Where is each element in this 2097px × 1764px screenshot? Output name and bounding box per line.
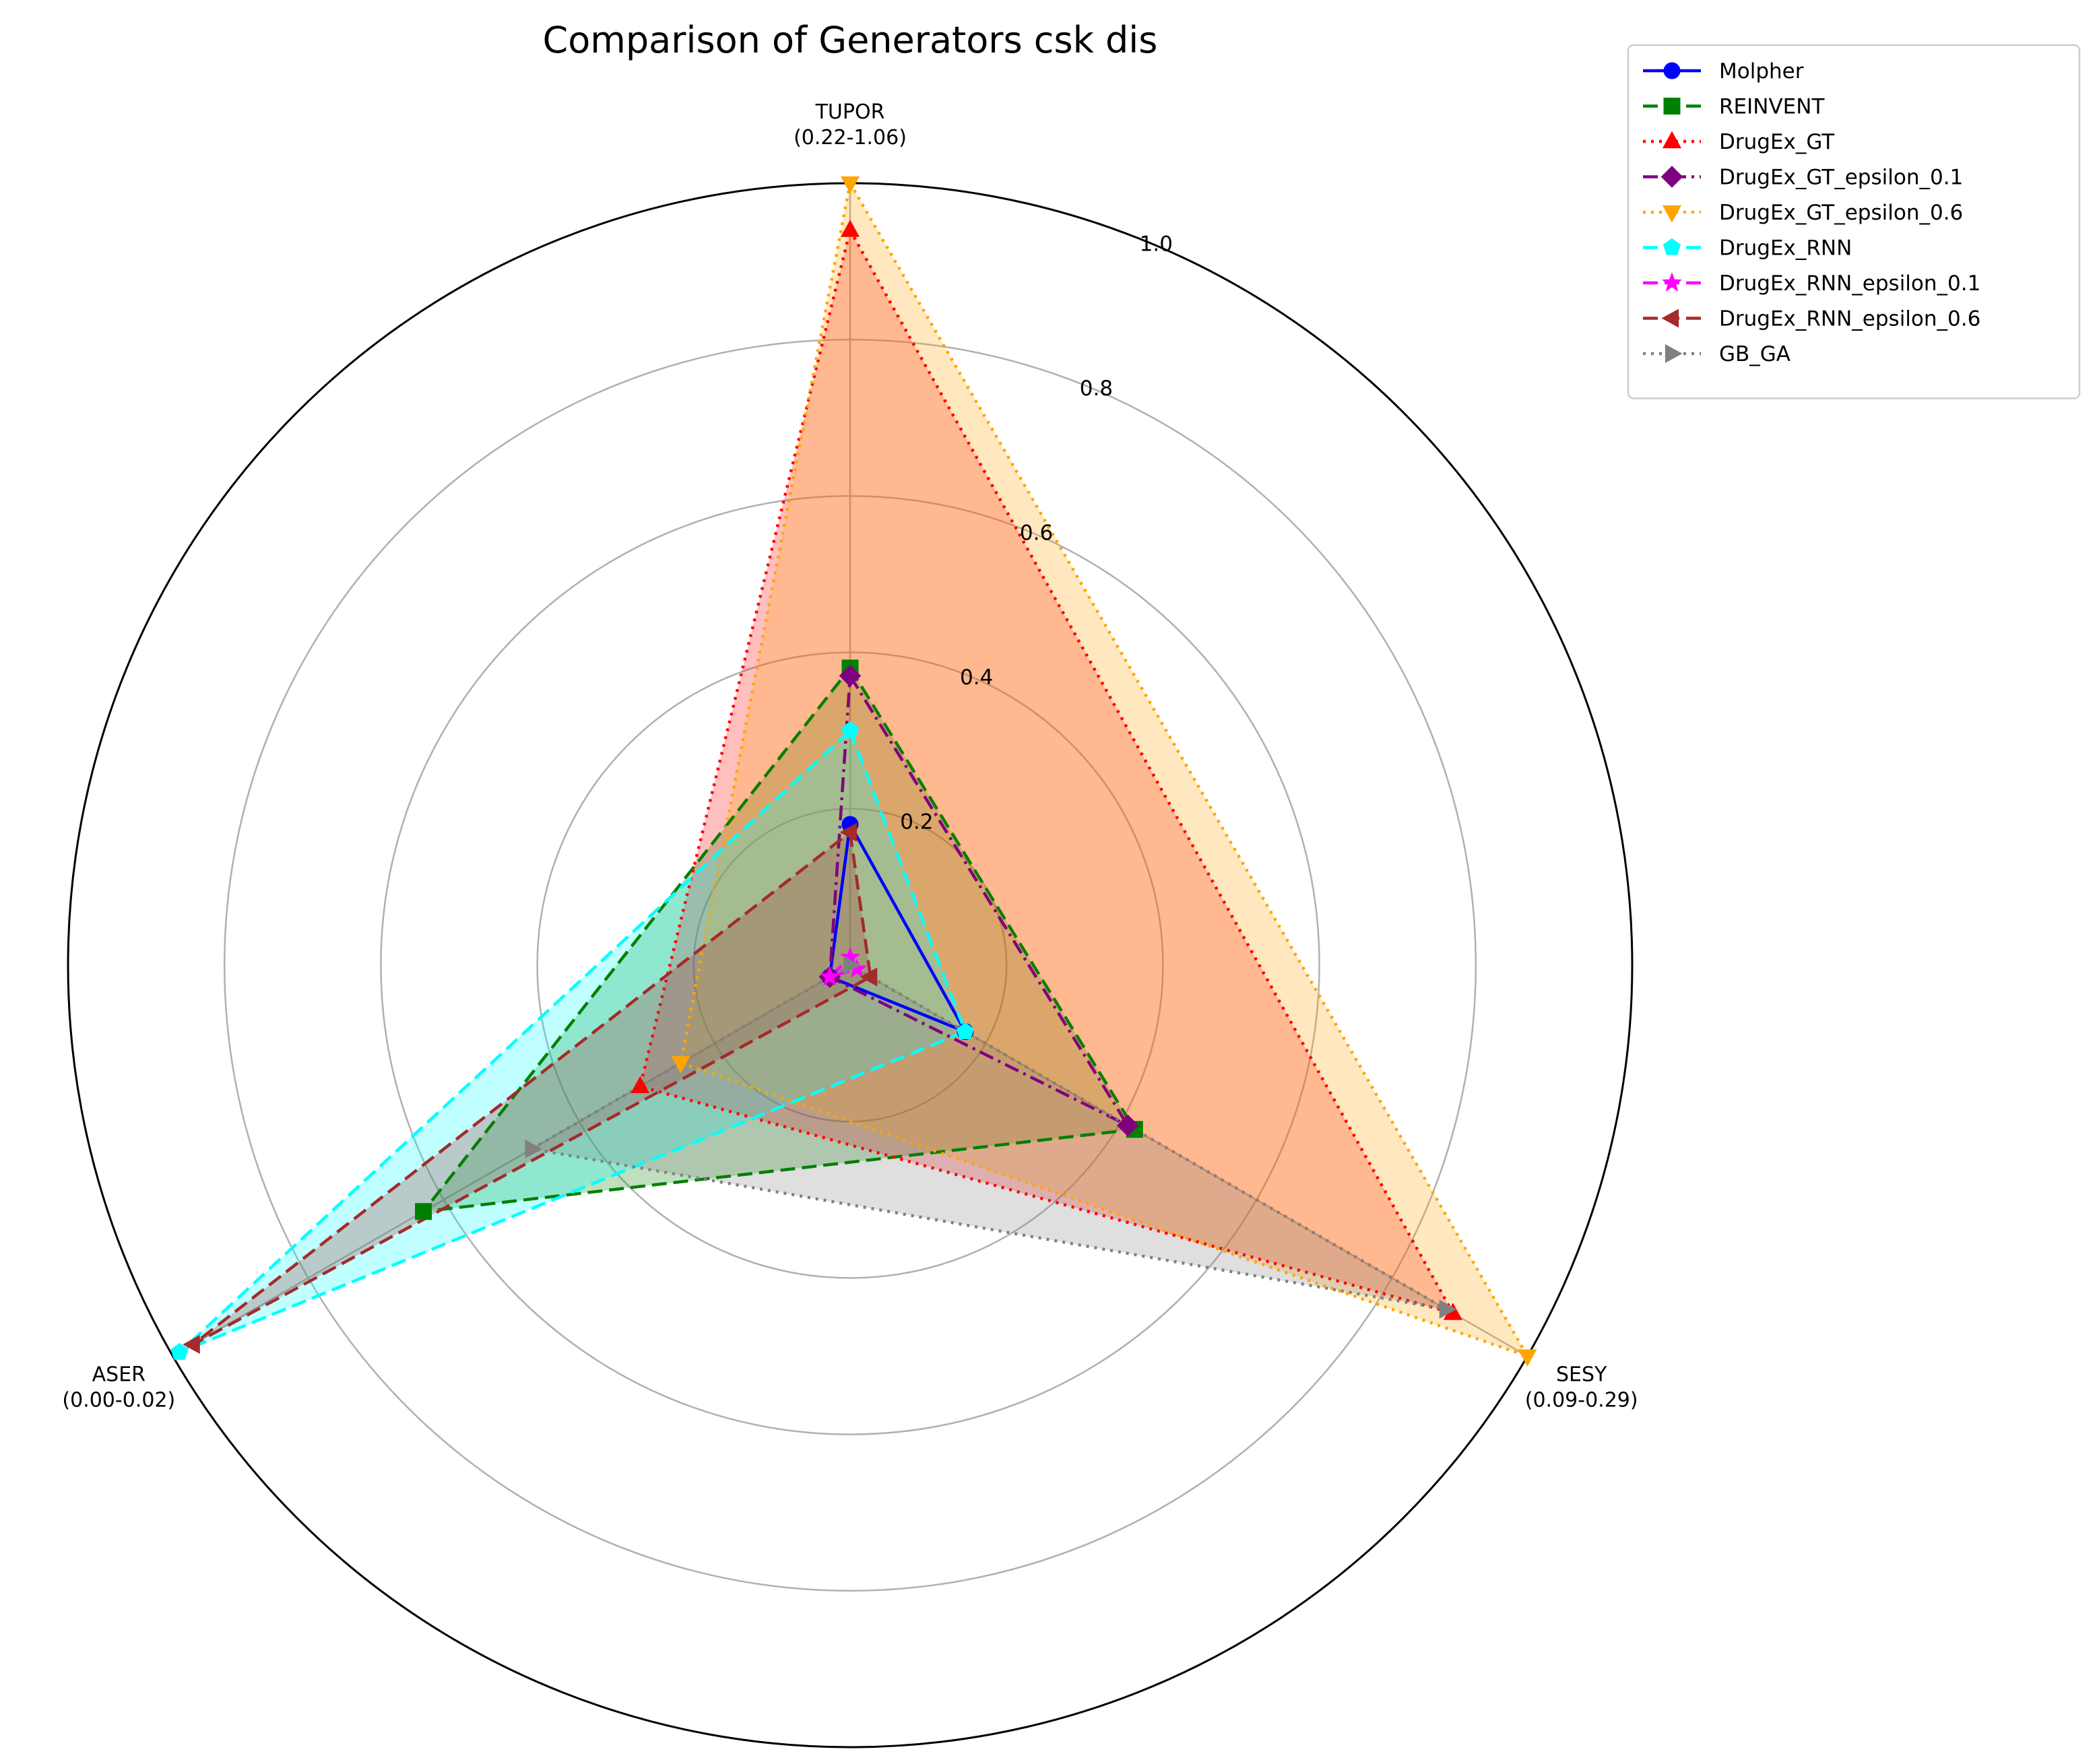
legend-marker-drugex-rnn-epsilon-0-6 bbox=[1661, 308, 1679, 328]
legend-marker-drugex-gt bbox=[1662, 131, 1682, 149]
series-markers bbox=[170, 176, 1537, 1367]
tick-label-1-0: 1.0 bbox=[1140, 232, 1173, 256]
legend-marker-drugex-rnn bbox=[1663, 238, 1681, 255]
series-point-drugex-rnn-epsilon-0-6-aser bbox=[183, 1335, 200, 1354]
series-point-drugex-gt-epsilon-0-1-sesy bbox=[1116, 1114, 1139, 1137]
series-point-drugex-gt-epsilon-0-1-tupor bbox=[839, 665, 862, 687]
series-point-drugex-rnn-sesy bbox=[956, 1022, 975, 1039]
series-line-drugex-gt-epsilon-0-1 bbox=[828, 671, 1132, 1130]
axis-label-aser: ASER bbox=[92, 1363, 146, 1387]
series-point-drugex-gt-tupor bbox=[840, 220, 860, 237]
series-fill-reinvent bbox=[423, 667, 1135, 1212]
series-point-drugex-rnn-epsilon-0-1-aser bbox=[819, 966, 840, 986]
series-fills bbox=[179, 183, 1528, 1357]
legend-label-gb-ga: GB_GA bbox=[1719, 342, 1790, 366]
series-line-molpher bbox=[828, 819, 969, 1035]
series-point-drugex-gt-epsilon-0-6-sesy bbox=[1518, 1349, 1537, 1367]
radial-tick-labels: 0.2 0.4 0.6 0.8 1.0 bbox=[900, 232, 1173, 834]
series-line-drugex-rnn-epsilon-0-6 bbox=[192, 829, 872, 1346]
legend-marker-reinvent bbox=[1663, 98, 1681, 115]
series-line-drugex-rnn bbox=[179, 727, 967, 1354]
legend-marker-drugex-gt-epsilon-0-6 bbox=[1662, 205, 1682, 223]
series-point-drugex-rnn-epsilon-0-6-sesy bbox=[860, 967, 878, 987]
series-line-drugex-gt-epsilon-0-6 bbox=[679, 178, 1531, 1359]
tick-label-0-2: 0.2 bbox=[900, 810, 933, 834]
legend-label-drugex-gt-epsilon-0-1: DrugEx_GT_epsilon_0.1 bbox=[1719, 166, 1963, 190]
series-point-gb-ga-tupor bbox=[843, 955, 861, 975]
series-point-reinvent-aser bbox=[415, 1203, 432, 1220]
chart-title: Comparison of Generators csk dis bbox=[543, 19, 1158, 61]
axis-range-tupor: (0.22-1.06) bbox=[794, 126, 907, 150]
tick-label-0-6: 0.6 bbox=[1020, 521, 1053, 545]
series-line-drugex-gt bbox=[638, 226, 1456, 1316]
series-point-gb-ga-aser bbox=[525, 1139, 542, 1158]
legend-marker-molpher bbox=[1663, 62, 1681, 79]
legend: Molpher REINVENT DrugEx_GT DrugEx_GT_epsilo… bbox=[1627, 44, 2081, 399]
legend-label-drugex-gt: DrugEx_GT bbox=[1719, 130, 1835, 154]
legend-frame bbox=[1627, 44, 2081, 399]
series-point-drugex-rnn-epsilon-0-6-tupor bbox=[839, 822, 858, 842]
series-line-reinvent bbox=[420, 665, 1138, 1214]
series-fill-drugex-rnn-epsilon-0-6 bbox=[193, 832, 871, 1345]
legend-label-drugex-rnn: DrugEx_RNN bbox=[1719, 236, 1852, 261]
axis-labels: TUPOR(0.22-1.06) SESY(0.09-0.29) ASER(0.00… bbox=[62, 100, 1638, 1412]
series-point-drugex-gt-epsilon-0-6-tupor bbox=[840, 176, 860, 194]
series-point-drugex-rnn-aser bbox=[170, 1342, 189, 1360]
axis-label-tupor: TUPOR bbox=[815, 100, 885, 124]
legend-label-molpher: Molpher bbox=[1719, 59, 1804, 84]
axis-range-aser: (0.00-0.02) bbox=[62, 1389, 175, 1412]
legend-marker-drugex-gt-epsilon-0-1 bbox=[1660, 166, 1683, 188]
legend-label-drugex-rnn-epsilon-0-6: DrugEx_RNN_epsilon_0.6 bbox=[1719, 307, 1980, 331]
legend-label-drugex-gt-epsilon-0-6: DrugEx_GT_epsilon_0.6 bbox=[1719, 201, 1963, 225]
legend-label-drugex-rnn-epsilon-0-1: DrugEx_RNN_epsilon_0.1 bbox=[1719, 271, 1980, 296]
legend-marker-drugex-rnn-epsilon-0-1 bbox=[1661, 272, 1683, 292]
tick-label-0-4: 0.4 bbox=[960, 665, 993, 690]
axis-label-sesy: SESY bbox=[1556, 1363, 1607, 1387]
tick-label-0-8: 0.8 bbox=[1080, 377, 1113, 401]
series-lines bbox=[179, 178, 1531, 1359]
legend-marker-gb-ga bbox=[1665, 344, 1683, 364]
axis-range-sesy: (0.09-0.29) bbox=[1525, 1389, 1638, 1412]
series-point-drugex-gt-epsilon-0-6-aser bbox=[671, 1056, 690, 1074]
series-point-gb-ga-sesy bbox=[1439, 1299, 1457, 1319]
series-fill-drugex-gt bbox=[640, 230, 1453, 1313]
legend-label-reinvent: REINVENT bbox=[1719, 95, 1825, 119]
series-point-drugex-gt-aser bbox=[631, 1076, 650, 1094]
series-point-drugex-rnn-tupor bbox=[841, 721, 860, 738]
series-fill-drugex-rnn bbox=[179, 730, 965, 1352]
series-fill-gb-ga bbox=[531, 965, 1446, 1309]
